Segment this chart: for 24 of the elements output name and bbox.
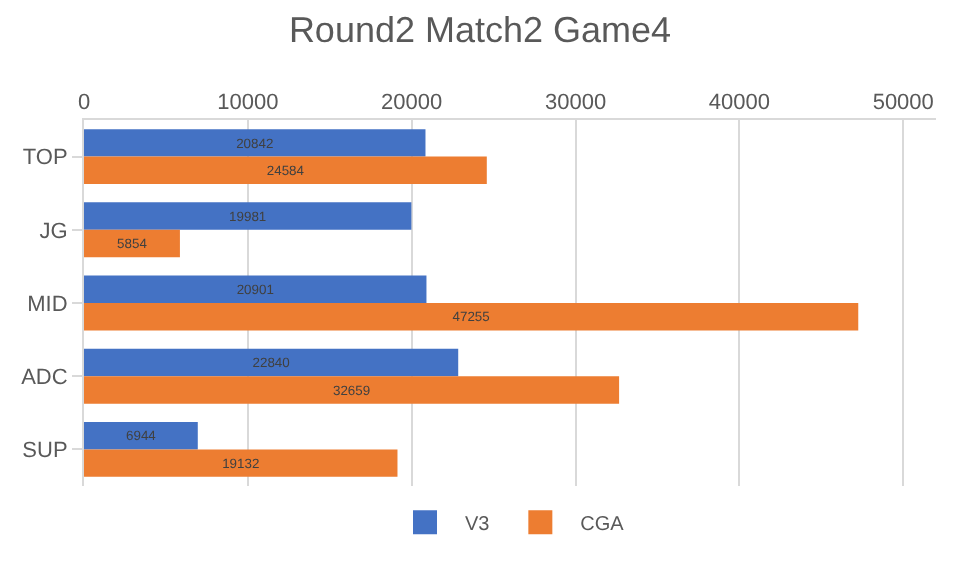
x-tick-label: 30000 [544,91,607,116]
bar [84,202,412,230]
y-tick-label: TOP [22,146,68,171]
bar [84,229,180,258]
x-tick-label: 20000 [381,91,443,116]
x-tick-label: 50000 [872,91,934,116]
bar [84,275,427,303]
bar [84,129,426,157]
y-tick-label: JG [39,219,68,244]
bar [84,421,198,450]
x-tick-label: 0 [77,91,91,116]
bar [84,449,398,477]
legend-label: CGA [580,514,625,537]
y-tick-label: SUP [22,439,68,464]
bar [84,348,459,377]
legend-label: V3 [465,514,491,537]
bar [84,376,620,404]
y-tick-label: MID [27,292,68,317]
x-tick-label: 40000 [708,91,770,116]
chart-title: Round2 Match2 Game4 [288,10,672,51]
bar [84,156,487,185]
x-tick-label: 10000 [217,91,279,116]
y-tick-label: ADC [21,365,68,390]
bar [84,303,859,331]
